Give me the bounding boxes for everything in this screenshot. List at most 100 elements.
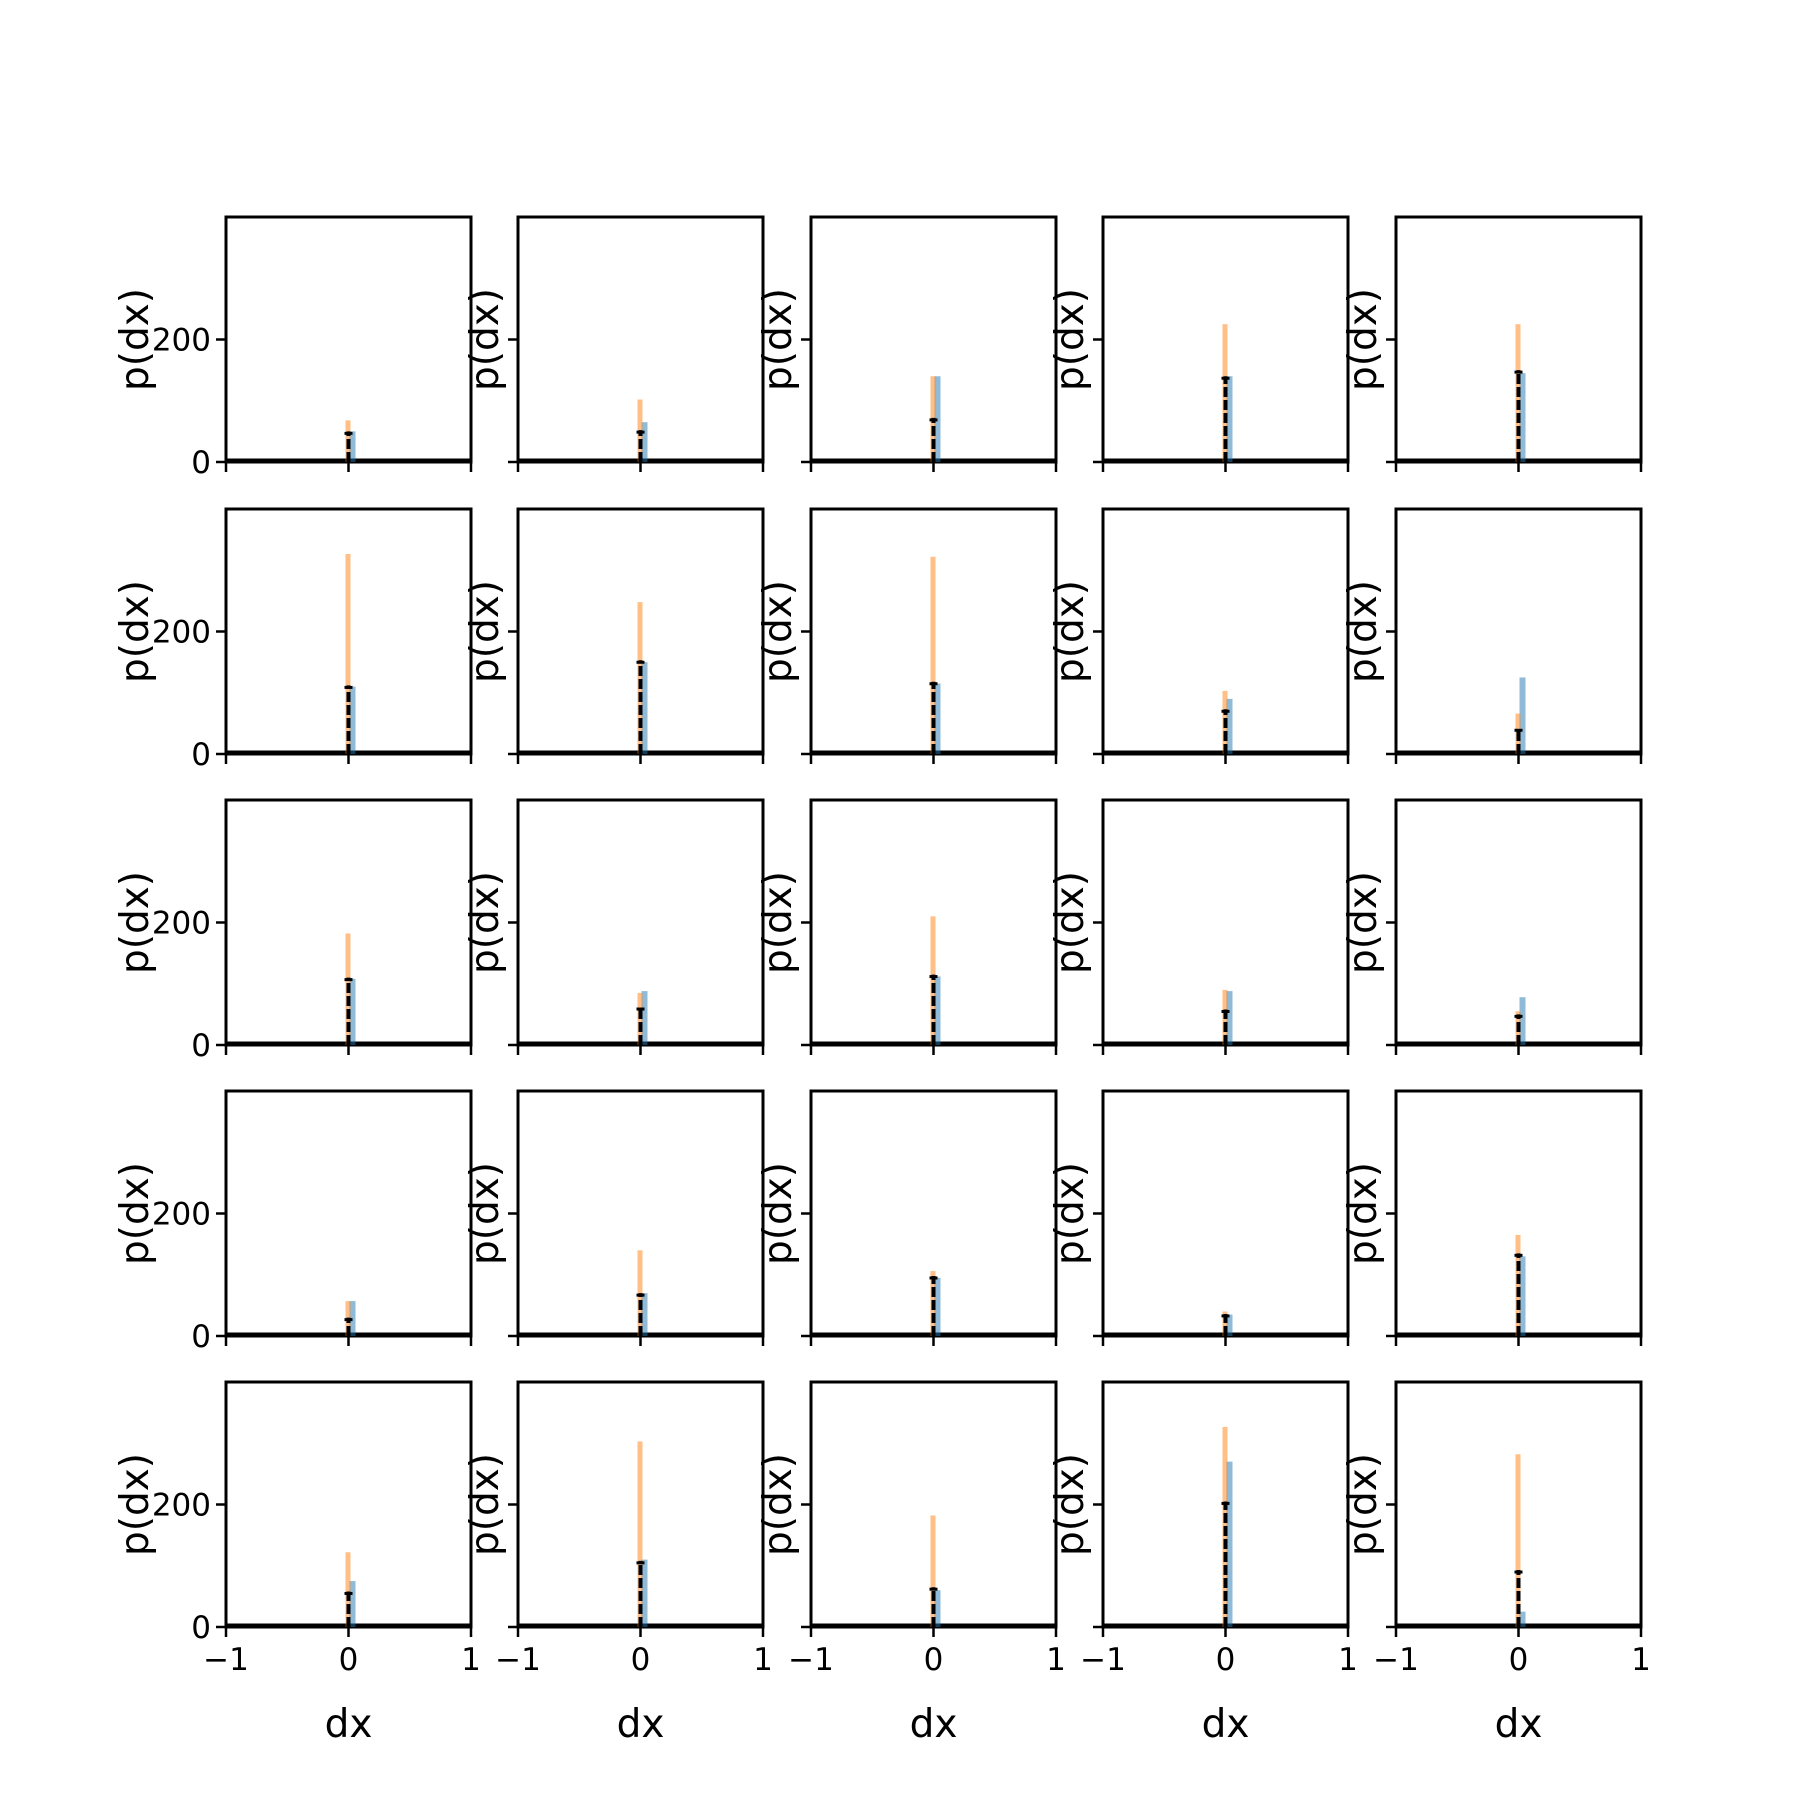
bar-blue — [1519, 373, 1526, 462]
y-axis-label: p(dx) — [113, 1162, 158, 1265]
label-overlap-mask — [1396, 1091, 1641, 1136]
y-tick-label: 0 — [191, 737, 211, 773]
x-axis-label: dx — [617, 1702, 665, 1747]
x-tick-label: 1 — [753, 1642, 773, 1678]
y-tick-label: 200 — [152, 1488, 211, 1524]
bar-orange — [345, 536, 351, 754]
label-overlap-mask — [518, 1091, 763, 1136]
bar-blue — [641, 422, 648, 462]
bar-orange — [930, 1515, 936, 1627]
y-axis-label: p(dx) — [113, 871, 158, 974]
bar-blue — [641, 1293, 648, 1336]
bar-blue — [349, 1581, 356, 1627]
label-overlap-mask — [811, 1091, 1056, 1136]
label-overlap-mask — [226, 1382, 471, 1427]
histogram-panel-r4c4: −1 0 1 dx p(dx) — [1341, 1380, 1651, 1747]
bar-blue — [349, 978, 356, 1045]
bar-blue — [1519, 1256, 1526, 1336]
label-overlap-mask — [518, 509, 763, 554]
y-tick-label: 0 — [191, 1610, 211, 1646]
y-axis-label: p(dx) — [1341, 1162, 1386, 1265]
histogram-panel-r4c2: −1 0 1 dx p(dx) — [756, 1380, 1066, 1747]
bar-blue — [1226, 1314, 1233, 1336]
y-axis-label: p(dx) — [756, 1453, 801, 1556]
bar-blue — [1519, 677, 1526, 754]
x-axis-label: dx — [1495, 1702, 1543, 1747]
y-axis-label: p(dx) — [1341, 288, 1386, 391]
label-overlap-mask — [226, 509, 471, 554]
y-tick-label: 200 — [152, 615, 211, 651]
x-tick-label: 1 — [1046, 1642, 1066, 1678]
bar-blue — [1226, 1461, 1233, 1627]
x-axis-label: dx — [910, 1702, 958, 1747]
label-overlap-mask — [1103, 800, 1348, 845]
bar-blue — [1226, 991, 1233, 1045]
bar-orange — [1515, 1454, 1521, 1627]
y-axis-label: p(dx) — [1048, 288, 1093, 391]
y-tick-label: 200 — [152, 906, 211, 942]
y-axis-label: p(dx) — [1341, 1453, 1386, 1556]
label-overlap-mask — [518, 800, 763, 845]
bar-orange — [1515, 1234, 1521, 1336]
y-axis-label: p(dx) — [756, 871, 801, 974]
bar-orange — [930, 916, 936, 1045]
bar-blue — [934, 1590, 941, 1627]
bar-blue — [1519, 1611, 1526, 1627]
x-axis-label: dx — [1202, 1702, 1250, 1747]
x-tick-label: 1 — [461, 1642, 481, 1678]
y-axis-label: p(dx) — [463, 1453, 508, 1556]
x-tick-label: 1 — [1338, 1642, 1358, 1678]
bar-blue — [349, 686, 356, 754]
label-overlap-mask — [1103, 1382, 1348, 1427]
histogram-panel-r4c3: −1 0 1 dx p(dx) — [1048, 1380, 1358, 1747]
y-axis-label: p(dx) — [1341, 580, 1386, 683]
x-tick-label: 0 — [1509, 1642, 1529, 1678]
y-axis-label: p(dx) — [1048, 1162, 1093, 1265]
histogram-panel-r0c2: dxp(dx) — [756, 215, 1058, 582]
bar-blue — [641, 991, 648, 1045]
bar-blue — [1226, 698, 1233, 754]
label-overlap-mask — [1103, 509, 1348, 554]
y-axis-label: p(dx) — [113, 580, 158, 683]
bar-blue — [1519, 997, 1526, 1045]
x-tick-label: 0 — [339, 1642, 359, 1678]
x-tick-label: 1 — [1631, 1642, 1651, 1678]
x-tick-label: 0 — [631, 1642, 651, 1678]
y-axis-label: p(dx) — [463, 288, 508, 391]
y-axis-label: p(dx) — [463, 580, 508, 683]
y-axis-label: p(dx) — [756, 288, 801, 391]
label-overlap-mask — [1103, 1091, 1348, 1136]
label-overlap-mask — [1396, 800, 1641, 845]
bar-blue — [934, 683, 941, 754]
label-overlap-mask — [1396, 509, 1641, 554]
label-overlap-mask — [811, 800, 1056, 845]
bar-orange — [637, 602, 643, 754]
x-tick-label: 0 — [924, 1642, 944, 1678]
bar-orange — [1222, 1395, 1228, 1627]
bar-blue — [1226, 376, 1233, 462]
label-overlap-mask — [226, 1091, 471, 1136]
y-axis-label: p(dx) — [113, 288, 158, 391]
bar-blue — [641, 1559, 648, 1627]
x-tick-label: 0 — [1216, 1642, 1236, 1678]
bar-orange — [345, 1552, 351, 1627]
histogram-panel-r4c1: −1 0 1 dx p(dx) — [463, 1380, 773, 1747]
x-tick-label: −1 — [203, 1642, 249, 1678]
bar-orange — [637, 1441, 643, 1627]
label-overlap-mask — [811, 1382, 1056, 1427]
y-axis-label: p(dx) — [756, 1162, 801, 1265]
panel-group: 0200dxp(dx)dxp(dx)dxp(dx)dxp(dx)dxp(dx)0… — [113, 215, 1651, 1747]
label-overlap-mask — [1396, 1382, 1641, 1427]
label-overlap-mask — [811, 509, 1056, 554]
y-axis-label: p(dx) — [1048, 1453, 1093, 1556]
bar-blue — [934, 1277, 941, 1336]
bar-orange — [930, 556, 936, 754]
bar-blue — [349, 431, 356, 462]
x-tick-label: −1 — [788, 1642, 834, 1678]
bar-orange — [1222, 1311, 1228, 1336]
label-overlap-mask — [226, 800, 471, 845]
